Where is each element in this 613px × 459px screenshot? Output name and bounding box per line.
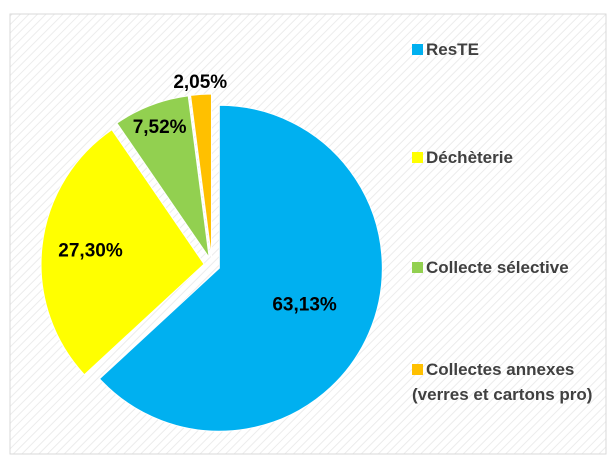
legend-swatch xyxy=(412,262,423,273)
legend-entry: Collectes annexes (verres et cartons pro… xyxy=(412,357,602,407)
legend-entry: Déchèterie xyxy=(412,145,602,170)
legend-label: ResTE xyxy=(426,40,479,59)
data-label: 7,52% xyxy=(133,117,187,138)
legend-label: Collecte sélective xyxy=(426,258,569,277)
pie-slice xyxy=(98,104,383,432)
legend-swatch xyxy=(412,44,423,55)
legend-label: Déchèterie xyxy=(426,148,513,167)
legend-entry: Collecte sélective xyxy=(412,255,602,280)
legend-swatch xyxy=(412,364,423,375)
pie-slice xyxy=(116,95,210,258)
data-label: 27,30% xyxy=(58,240,123,261)
legend-label: Collectes annexes (verres et cartons pro… xyxy=(412,360,593,404)
pie-slice xyxy=(189,93,212,258)
data-label: 63,13% xyxy=(272,295,337,316)
legend-swatch xyxy=(412,152,423,163)
legend-entry: ResTE xyxy=(412,37,602,62)
data-label: 2,05% xyxy=(173,72,227,93)
pie-slice xyxy=(40,129,205,376)
